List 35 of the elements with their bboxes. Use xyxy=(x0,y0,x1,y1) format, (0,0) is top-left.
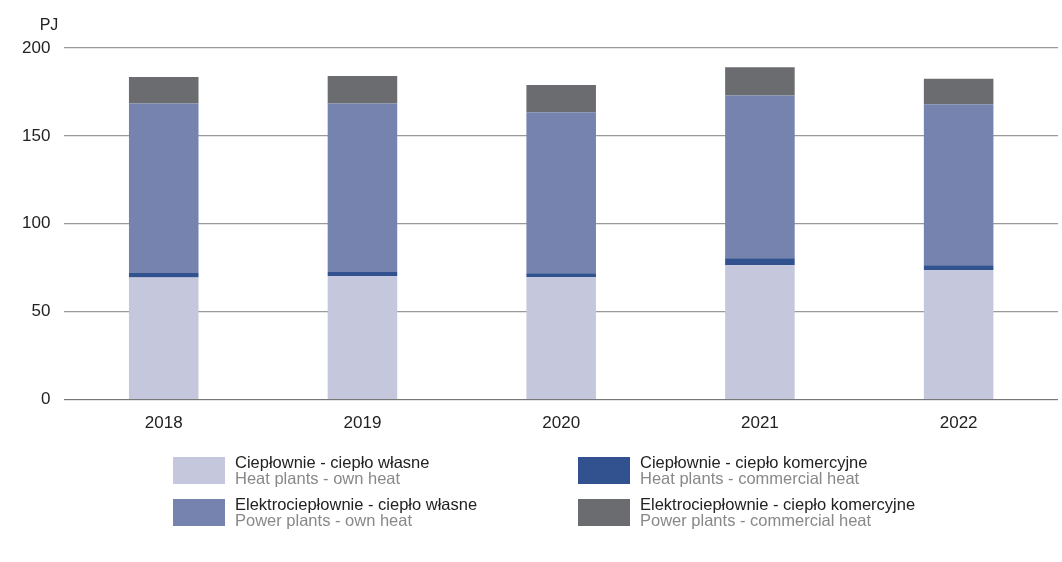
x-tick-label: 2018 xyxy=(144,413,183,433)
bar xyxy=(923,265,994,271)
bar xyxy=(526,277,596,399)
bar xyxy=(923,270,994,399)
bar xyxy=(526,112,596,274)
bar xyxy=(725,265,795,399)
bar xyxy=(725,258,795,266)
y-axis-title: PJ xyxy=(39,16,59,34)
bar xyxy=(128,273,199,278)
bar xyxy=(725,67,795,96)
y-tick-label: 50 xyxy=(31,301,51,321)
bar xyxy=(725,95,795,259)
legend-label: Ciepłownie - ciepło komercyjne Heat plants - commercial heat xyxy=(640,453,868,487)
bar xyxy=(526,84,596,113)
bar xyxy=(327,75,398,104)
bar xyxy=(128,77,199,104)
y-tick-label: 100 xyxy=(21,213,51,233)
y-tick-label: 0 xyxy=(40,389,51,409)
x-tick-label: 2020 xyxy=(542,413,581,433)
bar xyxy=(923,78,994,105)
y-tick-label: 200 xyxy=(21,37,51,57)
legend-label: Ciepłownie - ciepło własne Heat plants - own heat xyxy=(235,453,430,487)
bar xyxy=(128,103,199,274)
bar xyxy=(327,103,398,272)
x-tick-label: 2022 xyxy=(939,413,978,433)
x-tick-label: 2021 xyxy=(741,413,779,433)
bar xyxy=(327,276,398,399)
x-tick-label: 2019 xyxy=(343,413,382,433)
legend-label: Elektrociepłownie - ciepło własne Power plants - own heat xyxy=(235,495,478,529)
bar xyxy=(128,277,199,399)
bar xyxy=(923,104,994,266)
y-tick-label: 150 xyxy=(21,125,51,145)
bar xyxy=(327,271,398,277)
bar xyxy=(526,273,596,278)
legend-label: Elektrociepłownie - ciepło komercyjne Power plants - commercial heat xyxy=(640,495,916,529)
